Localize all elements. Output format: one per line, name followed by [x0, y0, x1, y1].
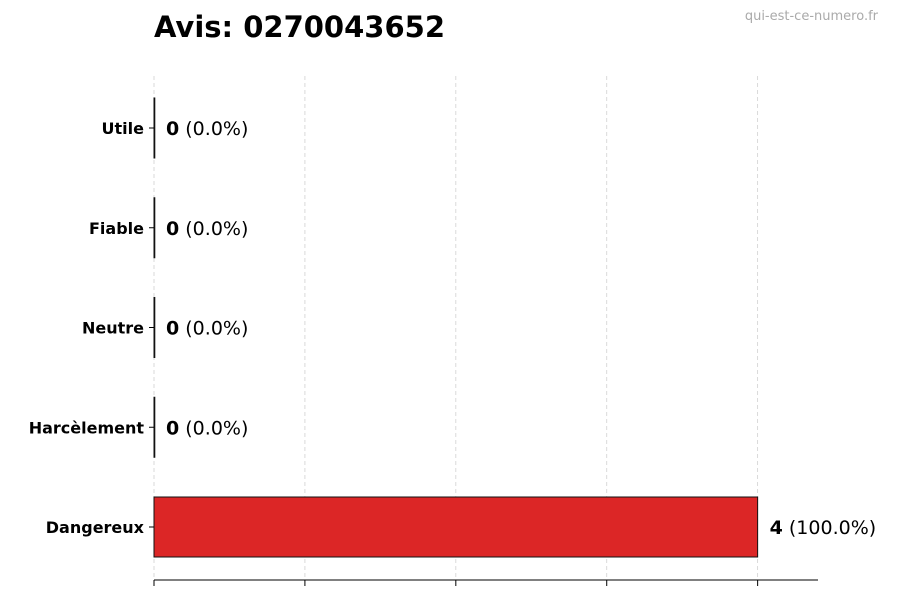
bar-dangereux: [153, 496, 759, 558]
bar-utile: [153, 97, 156, 159]
data-label: 0 (0.0%): [166, 318, 248, 340]
y-tick-label: Utile: [102, 119, 145, 138]
data-label: 4 (100.0%): [770, 517, 877, 539]
bar-fiable: [153, 197, 156, 259]
bar-harcèlement: [153, 396, 156, 458]
y-tick-label: Dangereux: [46, 518, 145, 537]
data-label: 0 (0.0%): [166, 118, 248, 140]
data-label: 0 (0.0%): [166, 218, 248, 240]
watermark: qui-est-ce-numero.fr: [744, 9, 878, 24]
y-tick-label: Fiable: [89, 219, 144, 238]
y-tick-label: Neutre: [82, 319, 144, 338]
chart-title: Avis: 0270043652: [154, 10, 445, 44]
data-label: 0 (0.0%): [166, 417, 248, 439]
bar-neutre: [153, 297, 156, 358]
y-tick-label: Harcèlement: [29, 418, 145, 437]
